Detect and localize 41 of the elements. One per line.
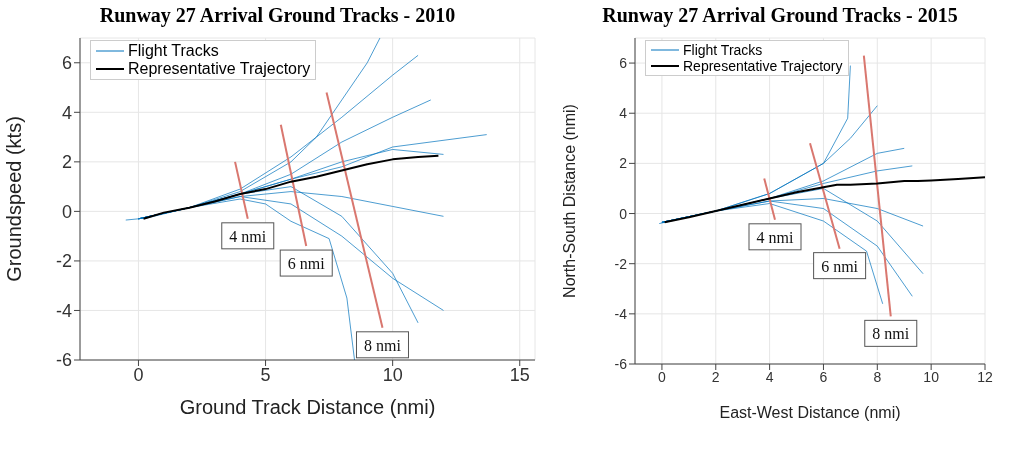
y-tick-label: -2 (614, 255, 628, 272)
x-tick-label: 5 (260, 364, 271, 385)
y-tick-label: 4 (619, 105, 628, 122)
x-tick-label: 15 (509, 364, 530, 385)
y-tick-label: 6 (619, 55, 628, 72)
y-tick-label: -6 (55, 350, 72, 371)
y-tick-label: -4 (55, 300, 72, 321)
annotation: 4 nmi (756, 228, 794, 246)
annotation: 4 nmi (229, 227, 267, 245)
y-axis-title: Groundspeed (kts) (3, 116, 26, 282)
legend-label: Representative Trajectory (683, 58, 843, 74)
legend-label: Representative Trajectory (128, 60, 311, 78)
y-tick-label: 0 (61, 201, 72, 222)
x-tick-label: 2 (711, 368, 720, 385)
x-tick-label: 6 (819, 368, 828, 385)
annotation: 8 nmi (872, 325, 910, 343)
x-tick-label: 8 (873, 368, 882, 385)
y-axis-title: North-South Distance (nmi) (560, 104, 578, 298)
x-tick-label: 0 (658, 368, 667, 385)
y-tick-label: 6 (61, 53, 72, 74)
annotation: 6 nmi (287, 255, 326, 273)
y-tick-label: -6 (614, 355, 628, 372)
y-tick-label: 2 (619, 155, 628, 172)
chart-title: Runway 27 Arrival Ground Tracks - 2010 (98, 4, 457, 29)
chart-title: Runway 27 Arrival Ground Tracks - 2015 (601, 4, 959, 29)
x-axis-title: East-West Distance (nmi) (719, 404, 901, 421)
y-tick-label: 4 (61, 102, 72, 123)
x-axis-title: Ground Track Distance (nmi) (179, 396, 436, 418)
legend-label: Flight Tracks (128, 42, 219, 60)
x-tick-label: 0 (133, 364, 144, 385)
y-tick-label: 0 (619, 205, 628, 222)
x-tick-label: 4 (765, 368, 774, 385)
y-tick-label: 2 (61, 152, 72, 173)
legend-label: Flight Tracks (683, 42, 763, 58)
x-tick-label: 12 (977, 368, 993, 385)
annotation: 6 nmi (821, 257, 859, 275)
x-tick-label: 10 (923, 368, 940, 385)
y-tick-label: -4 (614, 305, 628, 322)
annotation: 8 nmi (364, 336, 402, 354)
x-tick-label: 10 (382, 364, 403, 385)
y-tick-label: -2 (55, 251, 72, 272)
